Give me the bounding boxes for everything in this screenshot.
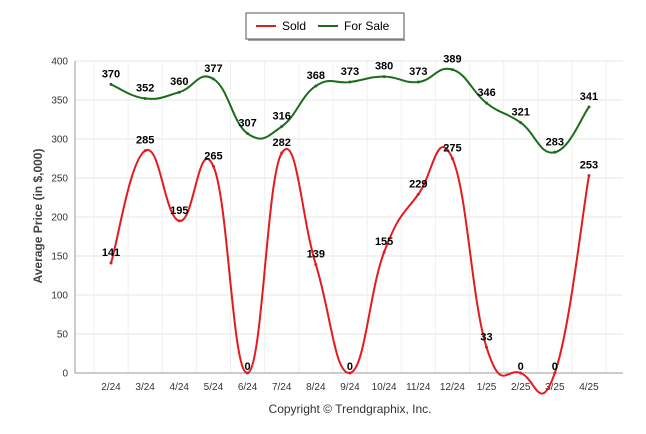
data-point-sold — [485, 345, 489, 349]
data-label-sold: 285 — [136, 135, 154, 147]
data-labels: 141 285 195 265 0 282 139 0 155 229 275 33 0 0 253 370 3… — [102, 54, 598, 373]
data-point-sold — [109, 261, 113, 265]
data-point-for-sale — [280, 125, 284, 129]
data-label-for-sale: 360 — [170, 76, 188, 88]
data-label-for-sale: 370 — [102, 68, 120, 80]
data-label-sold: 0 — [244, 361, 250, 373]
axes: 0 50 100 150 200 250 300 350 400 2/24 3/24 4/24 5/24… — [51, 57, 623, 393]
data-point-sold — [553, 371, 557, 375]
y-tick-label: 250 — [51, 174, 68, 185]
data-point-for-sale — [143, 96, 147, 100]
data-point-for-sale — [587, 105, 591, 109]
data-label-for-sale: 341 — [580, 91, 598, 103]
data-label-sold: 229 — [409, 178, 427, 190]
y-tick-label: 200 — [51, 213, 68, 224]
data-point-for-sale — [485, 101, 489, 105]
data-label-for-sale: 346 — [477, 87, 495, 99]
data-point-sold — [416, 192, 420, 196]
data-label-sold: 33 — [480, 331, 492, 343]
data-label-for-sale: 321 — [512, 107, 530, 119]
x-tick-label: 2/24 — [101, 382, 121, 393]
data-point-for-sale — [109, 82, 113, 86]
data-label-sold: 0 — [552, 361, 558, 373]
data-point-for-sale — [211, 77, 215, 81]
data-point-for-sale — [246, 132, 250, 136]
data-point-for-sale — [348, 80, 352, 84]
data-point-for-sale — [416, 80, 420, 84]
x-tick-label: 3/24 — [135, 382, 155, 393]
data-point-for-sale — [382, 75, 386, 79]
data-point-sold — [348, 371, 352, 375]
x-tick-label: 3/25 — [545, 382, 565, 393]
data-label-sold: 282 — [273, 137, 291, 149]
legend-label-sold: Sold — [282, 19, 306, 33]
data-label-for-sale: 373 — [341, 66, 359, 78]
data-label-sold: 0 — [347, 361, 353, 373]
series-layer — [109, 67, 591, 395]
data-label-sold: 155 — [375, 236, 393, 248]
y-tick-label: 0 — [62, 369, 68, 380]
series-line-sold — [110, 146, 590, 395]
y-axis-title: Average Price (in $,000) — [31, 149, 45, 284]
y-tick-label: 100 — [51, 291, 68, 302]
data-point-sold — [143, 149, 147, 153]
data-point-sold — [314, 263, 318, 267]
data-label-for-sale: 377 — [204, 63, 222, 75]
x-tick-label: 9/24 — [340, 382, 360, 393]
x-tick-label: 4/24 — [170, 382, 190, 393]
data-point-sold — [587, 174, 591, 178]
data-label-for-sale: 380 — [375, 61, 393, 73]
copyright-footer: Copyright © Trendgraphix, Inc. — [269, 402, 432, 416]
legend-label-for-sale: For Sale — [344, 19, 390, 33]
y-tick-label: 150 — [51, 252, 68, 263]
data-label-sold: 0 — [518, 361, 524, 373]
data-point-sold — [450, 157, 454, 160]
x-tick-label: 11/24 — [406, 382, 431, 393]
x-tick-label: 1/25 — [477, 382, 497, 393]
data-point-for-sale — [553, 150, 557, 154]
data-point-for-sale — [519, 121, 523, 125]
data-point-sold — [280, 151, 284, 155]
grid — [75, 60, 623, 374]
x-tick-label: 2/25 — [511, 382, 531, 393]
data-label-sold: 275 — [443, 143, 461, 155]
y-tick-label: 300 — [51, 135, 68, 146]
data-point-sold — [519, 371, 523, 375]
x-tick-label: 7/24 — [272, 382, 292, 393]
data-label-sold: 195 — [170, 205, 188, 217]
x-tick-label: 8/24 — [306, 382, 326, 393]
legend: Sold For Sale — [245, 12, 405, 41]
data-label-sold: 253 — [580, 160, 598, 172]
data-label-sold: 139 — [307, 249, 325, 261]
data-label-for-sale: 373 — [409, 66, 427, 78]
data-point-for-sale — [450, 68, 454, 72]
data-label-for-sale: 389 — [443, 54, 461, 66]
x-tick-label: 10/24 — [372, 382, 397, 393]
data-label-for-sale: 283 — [546, 136, 564, 148]
x-tick-label: 5/24 — [204, 382, 224, 393]
data-point-sold — [211, 164, 215, 168]
data-label-sold: 265 — [204, 150, 222, 162]
x-tick-label: 4/25 — [579, 382, 599, 393]
data-point-sold — [246, 371, 250, 375]
data-point-for-sale — [177, 90, 181, 94]
x-tick-label: 6/24 — [238, 382, 258, 393]
x-tick-label: 12/24 — [440, 382, 465, 393]
data-label-for-sale: 368 — [307, 70, 325, 82]
y-tick-label: 350 — [51, 96, 68, 107]
data-label-for-sale: 352 — [136, 82, 154, 94]
data-point-sold — [177, 219, 181, 223]
y-tick-label: 50 — [57, 330, 69, 341]
data-label-for-sale: 307 — [238, 118, 256, 130]
data-point-sold — [382, 250, 386, 254]
data-label-sold: 141 — [102, 247, 120, 259]
data-label-for-sale: 316 — [273, 111, 291, 123]
y-tick-label: 400 — [51, 57, 68, 68]
data-point-for-sale — [314, 84, 318, 88]
